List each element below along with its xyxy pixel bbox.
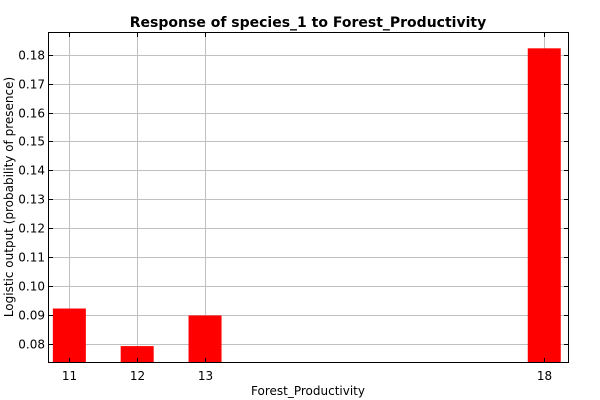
- grid: [49, 33, 568, 362]
- y-tick-label: 0.10: [18, 280, 45, 294]
- bar: [120, 346, 154, 362]
- y-axis-label: Logistic output (probability of presence…: [2, 77, 16, 317]
- y-tick-label: 0.09: [18, 309, 45, 323]
- bar: [527, 48, 561, 362]
- x-tick-label: 11: [62, 369, 77, 383]
- y-tick-label: 0.18: [18, 49, 45, 63]
- y-tick-label: 0.15: [18, 135, 45, 149]
- y-tick-label: 0.17: [18, 78, 45, 92]
- y-axis-ticks: 0.08 0.09 0.10 0.11 0.12 0.13 0.14 0.15 0.16 0.17…: [18, 49, 568, 352]
- x-axis-label: Forest_Productivity: [251, 384, 365, 398]
- chart-title: Response of species_1 to Forest_Producti…: [130, 15, 486, 31]
- bar: [52, 308, 86, 362]
- x-tick-label: 12: [130, 369, 145, 383]
- plot-frame: [48, 32, 569, 363]
- y-tick-label: 0.14: [18, 164, 45, 178]
- x-tick-label: 13: [198, 369, 213, 383]
- y-tick-label: 0.12: [18, 222, 45, 236]
- y-tick-label: 0.08: [18, 338, 45, 352]
- x-axis-ticks: 11 12 13 18: [62, 33, 552, 383]
- bar: [188, 315, 222, 362]
- y-tick-label: 0.13: [18, 193, 45, 207]
- y-tick-label: 0.16: [18, 107, 45, 121]
- x-tick-label: 18: [537, 369, 552, 383]
- y-tick-label: 0.11: [18, 251, 45, 265]
- bars: [52, 48, 561, 362]
